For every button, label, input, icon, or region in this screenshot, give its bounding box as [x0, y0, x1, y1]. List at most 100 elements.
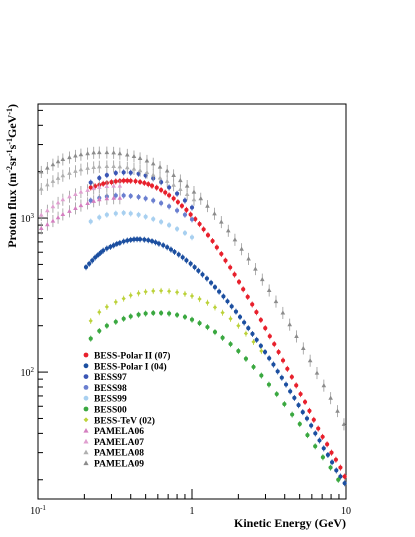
data-point	[172, 248, 177, 255]
data-point	[117, 147, 123, 160]
data-point	[166, 184, 172, 191]
data-point	[111, 192, 116, 205]
data-point	[274, 391, 279, 398]
data-point	[250, 330, 255, 337]
legend-entry: PAMELA07	[83, 438, 144, 448]
data-point	[210, 238, 215, 245]
data-point	[97, 214, 102, 221]
data-point	[85, 184, 90, 197]
data-point	[104, 160, 110, 173]
data-point	[73, 149, 78, 162]
data-point	[143, 310, 148, 317]
data-point	[157, 171, 163, 184]
y-axis-ticks	[38, 109, 48, 481]
data-point	[163, 189, 168, 196]
legend-label: BESS97	[94, 373, 127, 383]
series-pamela07	[38, 180, 123, 222]
series-bess-polar-i-04	[83, 236, 347, 487]
data-point	[131, 162, 137, 176]
data-point	[342, 473, 347, 480]
data-point	[262, 349, 268, 356]
data-point	[50, 215, 56, 228]
data-point	[78, 148, 84, 161]
data-point	[88, 218, 93, 225]
data-point	[237, 314, 243, 321]
x-tick-label: 1	[190, 506, 195, 517]
data-point	[325, 451, 331, 458]
data-point	[96, 146, 102, 159]
data-point	[275, 368, 280, 375]
data-point	[60, 169, 66, 182]
data-point	[214, 244, 219, 251]
data-point	[136, 211, 141, 218]
series-bess00	[88, 310, 341, 483]
data-point	[267, 333, 272, 340]
data-point	[258, 317, 263, 324]
data-point	[329, 459, 335, 466]
data-point	[88, 317, 93, 324]
data-point	[150, 168, 156, 182]
data-point	[121, 238, 126, 245]
data-point	[111, 180, 116, 193]
data-point	[273, 295, 279, 308]
data-point	[271, 361, 276, 368]
legend-label: BESS-Polar I (04)	[94, 361, 167, 372]
data-point	[313, 430, 318, 437]
data-point	[219, 216, 224, 229]
data-point	[342, 480, 347, 487]
data-point	[166, 310, 172, 317]
data-point	[88, 335, 93, 342]
data-point	[151, 197, 156, 204]
data-point	[212, 304, 218, 311]
data-point	[300, 409, 305, 416]
data-point	[292, 394, 297, 401]
data-point	[220, 334, 225, 341]
data-point	[137, 152, 143, 165]
data-point	[320, 454, 326, 461]
x-axis-title: Kinetic Energy (GeV)	[234, 516, 346, 530]
y-tick-label: 102	[21, 366, 35, 379]
data-point	[91, 146, 97, 159]
data-point	[325, 441, 330, 448]
series-pamela09	[38, 146, 347, 431]
legend-entry: BESS00	[83, 406, 127, 416]
data-point	[137, 179, 143, 186]
data-point	[302, 398, 308, 406]
data-point	[151, 310, 156, 317]
legend-label: PAMELA06	[94, 427, 144, 437]
legend-label: PAMELA08	[94, 449, 144, 459]
data-point	[121, 169, 126, 176]
data-point	[266, 284, 272, 297]
data-point	[91, 195, 97, 208]
data-point	[189, 204, 195, 211]
data-point	[166, 222, 172, 229]
data-point	[101, 180, 106, 187]
data-point	[182, 197, 188, 204]
data-point	[204, 275, 210, 282]
data-point	[45, 204, 50, 217]
data-point	[333, 456, 339, 463]
data-point	[300, 342, 306, 355]
data-point	[143, 213, 148, 220]
data-point	[253, 263, 258, 276]
legend-marker	[83, 449, 89, 455]
data-point	[192, 264, 197, 271]
data-point	[251, 363, 256, 371]
data-point	[88, 179, 93, 186]
data-point	[246, 252, 251, 265]
data-point	[280, 357, 286, 364]
data-point	[189, 234, 195, 241]
data-point	[321, 445, 326, 452]
data-point	[228, 315, 233, 322]
data-point	[113, 210, 118, 217]
data-point	[225, 224, 231, 237]
data-point	[166, 192, 172, 199]
series-pamela06	[38, 192, 123, 235]
data-point	[73, 188, 78, 201]
data-point	[104, 322, 109, 329]
x-tick-label: 10	[341, 506, 351, 517]
data-point	[67, 190, 72, 203]
data-point	[174, 311, 180, 319]
data-point	[254, 336, 259, 343]
